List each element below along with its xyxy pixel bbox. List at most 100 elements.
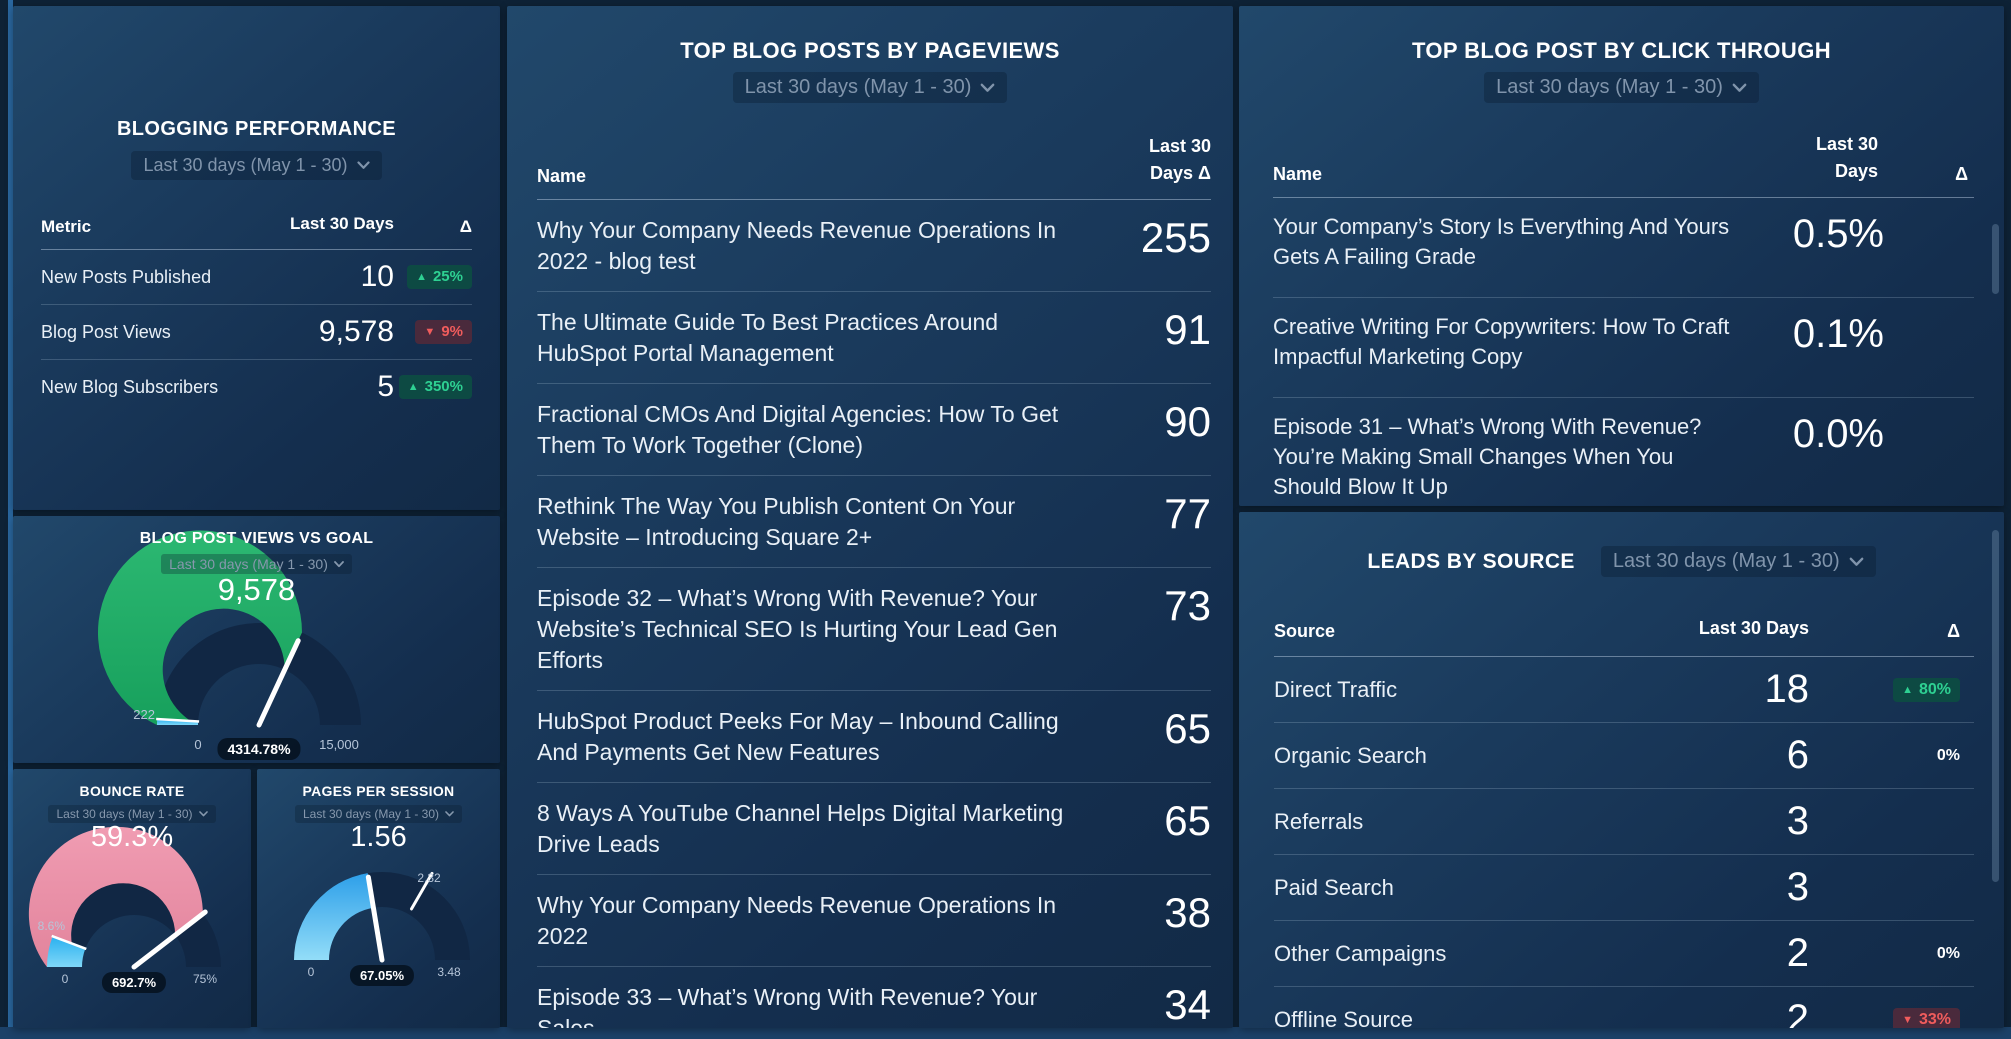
row-value: 10: [360, 260, 394, 293]
panel-blog-post-views-vs-goal: BLOG POST VIEWS VS GOAL Last 30 days (Ma…: [13, 516, 500, 763]
date-range-label: Last 30 days (May 1 - 30): [1496, 76, 1723, 98]
row-value: 2: [1786, 997, 1809, 1028]
gauge-percent-badge: 67.05%: [349, 965, 415, 986]
panel-top-blog-posts-by-pageviews: TOP BLOG POSTS BY PAGEVIEWS Last 30 days…: [507, 6, 1233, 1028]
table-row: Why Your Company Needs Revenue Operation…: [537, 200, 1211, 292]
table-row: The Ultimate Guide To Best Practices Aro…: [537, 292, 1211, 384]
page-bottom-strip: [0, 1027, 2011, 1039]
panel-title: BLOG POST VIEWS VS GOAL: [139, 530, 374, 547]
row-value: 65: [1164, 797, 1211, 844]
table-row: 8 Ways A YouTube Channel Helps Digital M…: [537, 783, 1211, 875]
gauge-previous-label: 8.6%: [37, 919, 65, 933]
delta-badge: ▲ 350%: [398, 375, 472, 399]
row-label: Episode 31 – What’s Wrong With Revenue? …: [1273, 414, 1702, 499]
column-header-delta: Δ: [459, 217, 472, 236]
delta-badge: ▲ 25%: [407, 265, 472, 289]
date-range-dropdown[interactable]: Last 30 days (May 1 - 30): [1600, 546, 1876, 577]
date-range-dropdown[interactable]: Last 30 days (May 1 - 30): [1484, 72, 1759, 103]
row-delta: ▲ 350%: [394, 375, 472, 399]
date-range-dropdown[interactable]: Last 30 days (May 1 - 30): [732, 72, 1008, 103]
row-label: Why Your Company Needs Revenue Operation…: [537, 217, 1057, 274]
table-row: Episode 31 – What’s Wrong With Revenue? …: [1273, 398, 1974, 506]
panel-title: TOP BLOG POST BY CLICK THROUGH: [1411, 38, 1832, 63]
date-range-dropdown[interactable]: Last 30 days (May 1 - 30): [131, 151, 382, 180]
column-header-delta: Δ: [1947, 621, 1960, 641]
panel-blogging-performance: BLOGGING PERFORMANCE Last 30 days (May 1…: [13, 6, 500, 510]
panel-bounce-rate: BOUNCE RATE Last 30 days (May 1 - 30) 59…: [13, 769, 251, 1028]
row-label: Other Campaigns: [1274, 940, 1447, 966]
panel-leads-by-source: LEADS BY SOURCE Last 30 days (May 1 - 30…: [1239, 512, 2004, 1028]
row-value: 38: [1164, 889, 1211, 936]
date-range-dropdown[interactable]: Last 30 days (May 1 - 30): [161, 554, 352, 574]
table-row: Creative Writing For Copywriters: How To…: [1273, 298, 1974, 398]
column-header-last30days: Last 30 Days: [1815, 134, 1878, 181]
row-label: Why Your Company Needs Revenue Operation…: [537, 892, 1057, 949]
gauge-percent-badge: 692.7%: [101, 972, 167, 993]
gauge-value: 59.3%: [90, 821, 174, 853]
chevron-down-icon: [333, 560, 344, 568]
row-value: 91: [1164, 306, 1211, 353]
delta-value: 0%: [1936, 944, 1960, 962]
gauge-percent-badge: 4314.78%: [217, 738, 301, 760]
column-header-name: Name: [1273, 164, 1323, 184]
gauge-min-label: 0: [194, 737, 202, 752]
column-header-source: Source: [1274, 621, 1336, 641]
row-value: 0.1%: [1792, 312, 1884, 356]
delta-badge: ▼ 9%: [415, 320, 472, 344]
gauge-value: 9,578: [217, 572, 296, 607]
date-range-dropdown[interactable]: Last 30 days (May 1 - 30): [294, 805, 463, 823]
row-label: Organic Search: [1274, 742, 1427, 768]
row-delta: ▼ 33%: [1809, 1007, 1974, 1028]
posts-table: Why Your Company Needs Revenue Operation…: [537, 200, 1211, 1028]
panel-pages-per-session: PAGES PER SESSION Last 30 days (May 1 - …: [257, 769, 500, 1028]
gauge-max-label: 75%: [192, 972, 218, 986]
column-header-last30days-delta: Last 30 Days Δ: [1148, 136, 1211, 183]
column-header-last30days: Last 30 Days: [290, 214, 394, 233]
row-label: Rethink The Way You Publish Content On Y…: [537, 493, 1016, 550]
row-label: Creative Writing For Copywriters: How To…: [1273, 314, 1730, 369]
table-header: Source Last 30 Days Δ: [1274, 615, 1974, 657]
row-value: 0.0%: [1792, 412, 1884, 456]
row-label: Your Company’s Story Is Everything And Y…: [1273, 214, 1730, 269]
gauge-min-label: 0: [61, 972, 69, 986]
date-range-dropdown[interactable]: Last 30 days (May 1 - 30): [48, 805, 216, 823]
posts-table: Your Company’s Story Is Everything And Y…: [1273, 198, 1974, 506]
table-row: Episode 33 – What’s Wrong With Revenue? …: [537, 967, 1211, 1029]
table-row: Episode 32 – What’s Wrong With Revenue? …: [537, 568, 1211, 691]
row-label: HubSpot Product Peeks For May – Inbound …: [537, 708, 1059, 765]
delta-badge: ▲ 80%: [1893, 677, 1960, 702]
row-label: 8 Ways A YouTube Channel Helps Digital M…: [537, 800, 1064, 857]
row-value: 9,578: [318, 315, 394, 348]
row-label: Direct Traffic: [1274, 676, 1398, 702]
row-delta: ▲ 25%: [394, 265, 472, 289]
row-value: 255: [1140, 214, 1211, 261]
row-value: 65: [1164, 705, 1211, 752]
scrollbar-thumb[interactable]: [1992, 224, 1999, 294]
delta-badge: ▼ 33%: [1893, 1007, 1960, 1028]
panel-top-blog-post-by-click-through: TOP BLOG POST BY CLICK THROUGH Last 30 d…: [1239, 6, 2004, 506]
gauge-max-label: 15,000: [319, 737, 359, 752]
table-row: New Blog Subscribers 5 ▲ 350%: [41, 360, 472, 414]
chevron-down-icon: [356, 161, 370, 170]
table-row: Fractional CMOs And Digital Agencies: Ho…: [537, 384, 1211, 476]
row-value: 2: [1786, 931, 1809, 975]
column-header-last30days: Last 30 Days: [1698, 618, 1809, 638]
row-label: Episode 33 – What’s Wrong With Revenue? …: [537, 984, 1038, 1028]
row-label: Episode 32 – What’s Wrong With Revenue? …: [537, 585, 1058, 673]
row-value: 3: [1786, 865, 1809, 909]
row-value: 73: [1164, 582, 1211, 629]
row-delta: 0%: [1809, 945, 1974, 963]
table-header: Metric Last 30 Days Δ: [41, 210, 472, 250]
row-label: New Posts Published: [41, 266, 212, 287]
table-row: Direct Traffic 18 ▲ 80%: [1274, 657, 1974, 723]
chevron-down-icon: [198, 811, 208, 817]
table-row: HubSpot Product Peeks For May – Inbound …: [537, 691, 1211, 783]
gauge-previous-label: 222: [133, 707, 155, 722]
scrollbar-thumb[interactable]: [1992, 530, 1999, 882]
row-value: 3: [1786, 799, 1809, 843]
date-range-label: Last 30 days (May 1 - 30): [302, 807, 440, 821]
row-delta: 0%: [1809, 747, 1974, 765]
delta-value: 0%: [1936, 746, 1960, 764]
table-row: Your Company’s Story Is Everything And Y…: [1273, 198, 1974, 298]
